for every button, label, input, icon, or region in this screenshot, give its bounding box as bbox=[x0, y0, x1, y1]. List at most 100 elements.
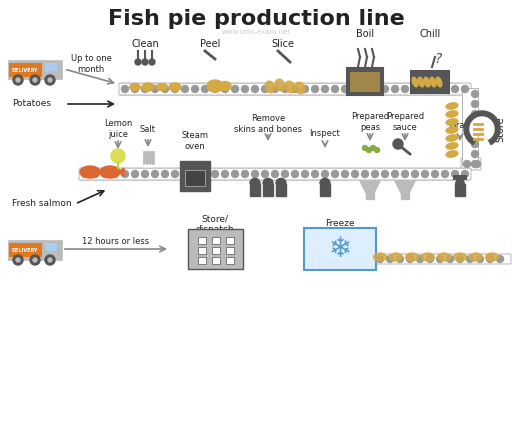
Text: Peel: Peel bbox=[200, 39, 220, 49]
Wedge shape bbox=[263, 178, 273, 183]
Circle shape bbox=[282, 86, 288, 92]
Circle shape bbox=[202, 86, 208, 92]
Wedge shape bbox=[320, 178, 330, 183]
Circle shape bbox=[111, 149, 125, 163]
FancyBboxPatch shape bbox=[455, 184, 465, 196]
Circle shape bbox=[342, 170, 349, 178]
Circle shape bbox=[141, 86, 148, 92]
Polygon shape bbox=[98, 168, 104, 176]
Circle shape bbox=[191, 170, 199, 178]
Wedge shape bbox=[276, 178, 286, 183]
Circle shape bbox=[321, 179, 329, 188]
Text: Wrap: Wrap bbox=[449, 122, 471, 131]
Ellipse shape bbox=[446, 127, 458, 133]
Circle shape bbox=[472, 131, 479, 138]
Circle shape bbox=[132, 170, 139, 178]
Circle shape bbox=[352, 86, 358, 92]
Circle shape bbox=[437, 255, 443, 262]
Circle shape bbox=[13, 255, 23, 265]
Circle shape bbox=[16, 78, 20, 82]
Circle shape bbox=[432, 86, 438, 92]
Circle shape bbox=[452, 170, 459, 178]
Ellipse shape bbox=[418, 77, 424, 87]
Circle shape bbox=[412, 86, 418, 92]
Circle shape bbox=[302, 170, 309, 178]
Circle shape bbox=[457, 255, 463, 262]
Circle shape bbox=[161, 170, 168, 178]
FancyBboxPatch shape bbox=[198, 237, 206, 244]
Circle shape bbox=[393, 139, 403, 149]
Circle shape bbox=[367, 147, 372, 152]
Circle shape bbox=[45, 255, 55, 265]
Circle shape bbox=[352, 170, 358, 178]
Ellipse shape bbox=[265, 81, 275, 93]
Circle shape bbox=[112, 170, 118, 178]
Ellipse shape bbox=[406, 253, 418, 261]
Circle shape bbox=[13, 75, 23, 85]
Circle shape bbox=[421, 86, 429, 92]
Circle shape bbox=[472, 151, 479, 158]
Text: Inspect: Inspect bbox=[310, 130, 340, 139]
Circle shape bbox=[331, 86, 338, 92]
Circle shape bbox=[135, 59, 141, 65]
FancyBboxPatch shape bbox=[212, 237, 220, 244]
Circle shape bbox=[401, 170, 409, 178]
Circle shape bbox=[211, 86, 219, 92]
Text: Steam
oven: Steam oven bbox=[181, 131, 208, 151]
Circle shape bbox=[461, 86, 468, 92]
Circle shape bbox=[392, 86, 398, 92]
Ellipse shape bbox=[446, 103, 458, 109]
Circle shape bbox=[372, 170, 378, 178]
Polygon shape bbox=[360, 181, 380, 193]
Text: Salt: Salt bbox=[140, 124, 156, 134]
Circle shape bbox=[242, 170, 248, 178]
FancyBboxPatch shape bbox=[461, 158, 481, 170]
Circle shape bbox=[421, 170, 429, 178]
FancyBboxPatch shape bbox=[188, 229, 243, 269]
Ellipse shape bbox=[412, 77, 418, 87]
Circle shape bbox=[251, 86, 259, 92]
FancyBboxPatch shape bbox=[263, 184, 273, 196]
Circle shape bbox=[161, 86, 168, 92]
Circle shape bbox=[392, 170, 398, 178]
Circle shape bbox=[387, 255, 394, 262]
Circle shape bbox=[152, 86, 159, 92]
FancyBboxPatch shape bbox=[347, 68, 383, 95]
Circle shape bbox=[33, 78, 37, 82]
Circle shape bbox=[81, 170, 89, 178]
Text: www.ielts-exam.net: www.ielts-exam.net bbox=[222, 29, 290, 35]
Circle shape bbox=[33, 258, 37, 262]
Ellipse shape bbox=[424, 77, 430, 87]
Text: DELIVERY: DELIVERY bbox=[12, 247, 38, 253]
Circle shape bbox=[361, 86, 369, 92]
FancyBboxPatch shape bbox=[9, 63, 42, 77]
Circle shape bbox=[222, 86, 228, 92]
Circle shape bbox=[141, 170, 148, 178]
Circle shape bbox=[291, 86, 298, 92]
Circle shape bbox=[152, 170, 159, 178]
Circle shape bbox=[371, 146, 375, 151]
Text: 12 hours or less: 12 hours or less bbox=[82, 237, 150, 246]
Text: Store: Store bbox=[495, 116, 505, 142]
Circle shape bbox=[362, 146, 368, 151]
FancyBboxPatch shape bbox=[212, 247, 220, 254]
Circle shape bbox=[121, 86, 129, 92]
Circle shape bbox=[211, 170, 219, 178]
Circle shape bbox=[381, 170, 389, 178]
FancyBboxPatch shape bbox=[304, 228, 376, 270]
Circle shape bbox=[30, 75, 40, 85]
Circle shape bbox=[472, 160, 479, 167]
Text: DELIVERY: DELIVERY bbox=[12, 67, 38, 72]
FancyBboxPatch shape bbox=[226, 257, 234, 264]
FancyBboxPatch shape bbox=[226, 247, 234, 254]
Ellipse shape bbox=[470, 253, 482, 261]
Ellipse shape bbox=[219, 82, 231, 91]
Text: Remove
skins and bones: Remove skins and bones bbox=[234, 114, 302, 134]
Circle shape bbox=[452, 86, 459, 92]
Circle shape bbox=[142, 59, 148, 65]
FancyBboxPatch shape bbox=[212, 257, 220, 264]
Circle shape bbox=[426, 255, 434, 262]
Ellipse shape bbox=[421, 253, 435, 261]
FancyBboxPatch shape bbox=[250, 184, 260, 196]
Circle shape bbox=[381, 86, 389, 92]
